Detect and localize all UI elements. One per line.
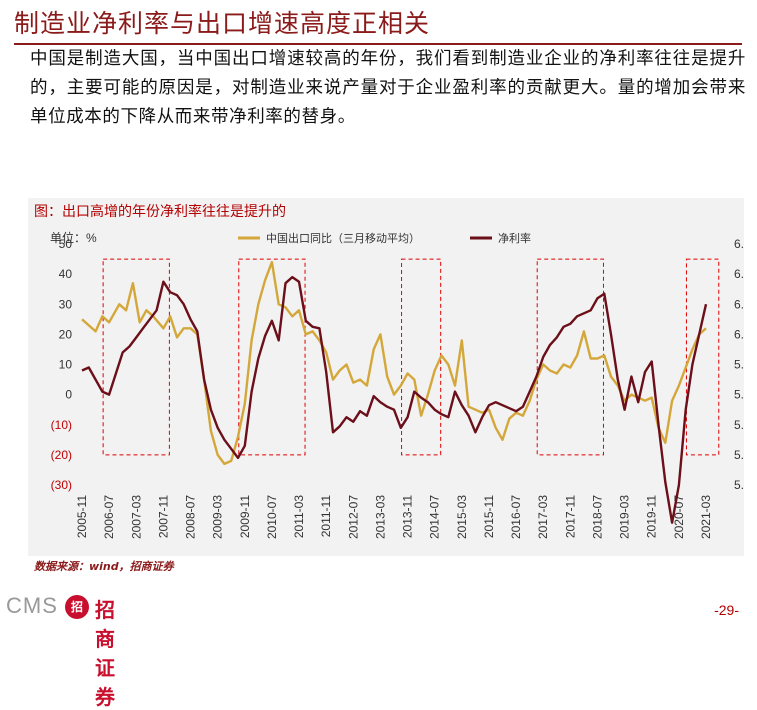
- x-tick-label: 2015-11: [482, 495, 496, 538]
- logo-brand: CMS: [6, 593, 58, 618]
- legend-label: 净利率: [498, 231, 531, 245]
- x-tick-label: 2013-03: [373, 495, 387, 539]
- line-chart: (30) (20) (10) 0 10 20 30 40 50 5.0 5.2 5.4 5.6 5.8 6.…: [50, 230, 744, 539]
- y-left-tick-label: (10): [51, 418, 72, 432]
- x-tick-label: 2021-03: [699, 495, 713, 539]
- x-tick-label: 2019-11: [645, 495, 659, 538]
- x-tick-label: 2013-11: [401, 495, 415, 538]
- x-tick-label: 2006-07: [102, 495, 116, 539]
- x-tick-label: 2015-03: [455, 495, 469, 539]
- x-tick-label: 2019-03: [618, 495, 632, 539]
- x-tick-label: 2008-07: [184, 495, 198, 539]
- title-divider: [14, 43, 742, 45]
- body-paragraph: 中国是制造大国，当中国出口增速较高的年份，我们看到制造业企业的净利率往往是提升的…: [30, 49, 746, 127]
- y-left-tick-label: 20: [59, 327, 73, 341]
- x-tick-label: 2007-03: [129, 495, 143, 539]
- figure-panel: [28, 198, 744, 556]
- series-line-export-yoy: [81, 260, 707, 466]
- y-right-tick-label: 6.2: [734, 297, 744, 311]
- figure-caption: 图：出口高增的年份净利率往往是提升的: [34, 204, 286, 220]
- y-right-tick-label: 5.2: [734, 448, 744, 462]
- y-right-tick-label: 5.0: [734, 478, 744, 492]
- x-tick-label: 2010-07: [265, 495, 279, 539]
- y-left-tick-label: 10: [59, 358, 73, 372]
- highlight-window-4: [536, 258, 604, 456]
- y-left-tick-label: 30: [59, 297, 73, 311]
- highlight-window-5: [685, 258, 720, 456]
- y-right-tick-label: 5.4: [734, 418, 744, 432]
- y-right-tick-label: 5.8: [734, 358, 744, 372]
- highlight-window-2: [238, 258, 306, 456]
- x-tick-label: 2009-11: [238, 495, 252, 538]
- x-tick-label: 2009-03: [211, 495, 225, 539]
- x-tick-label: 2011-11: [319, 495, 333, 538]
- page-number: -29-: [714, 602, 739, 618]
- logo-seal-icon: 招: [65, 595, 89, 619]
- legend-label: 中国出口同比（三月移动平均）: [266, 231, 420, 245]
- highlight-window-1: [102, 258, 170, 456]
- page-title: 制造业净利率与出口增速高度正相关: [14, 9, 431, 38]
- x-tick-label: 2014-07: [428, 495, 442, 539]
- data-source: 数据来源：wind，招商证券: [34, 560, 174, 573]
- y-right-tick-label: 6.4: [734, 267, 744, 281]
- y-left-tick-label: 0: [65, 388, 72, 402]
- y-right-tick-label: 6.0: [734, 327, 744, 341]
- series-line-net-margin: [81, 275, 708, 524]
- y-right-tick-label: 5.6: [734, 388, 744, 402]
- logo-name: 招商证券: [95, 598, 116, 709]
- x-tick-label: 2012-07: [346, 495, 360, 539]
- highlight-window-3: [401, 258, 442, 456]
- y-left-tick-label: 50: [59, 237, 73, 251]
- x-tick-label: 2018-07: [590, 495, 604, 539]
- y-left-tick-label: 40: [59, 267, 73, 281]
- x-tick-label: 2005-11: [75, 495, 89, 538]
- y-right-tick-label: 6.6: [734, 237, 744, 251]
- x-tick-label: 2016-07: [509, 495, 523, 539]
- x-tick-label: 2011-03: [292, 495, 306, 538]
- x-tick-label: 2017-03: [536, 495, 550, 539]
- unit-label: 单位：%: [50, 230, 97, 245]
- y-left-tick-label: (30): [51, 478, 72, 492]
- y-left-tick-label: (20): [51, 448, 72, 462]
- x-tick-label: 2007-11: [156, 495, 170, 538]
- x-tick-label: 2017-11: [563, 495, 577, 538]
